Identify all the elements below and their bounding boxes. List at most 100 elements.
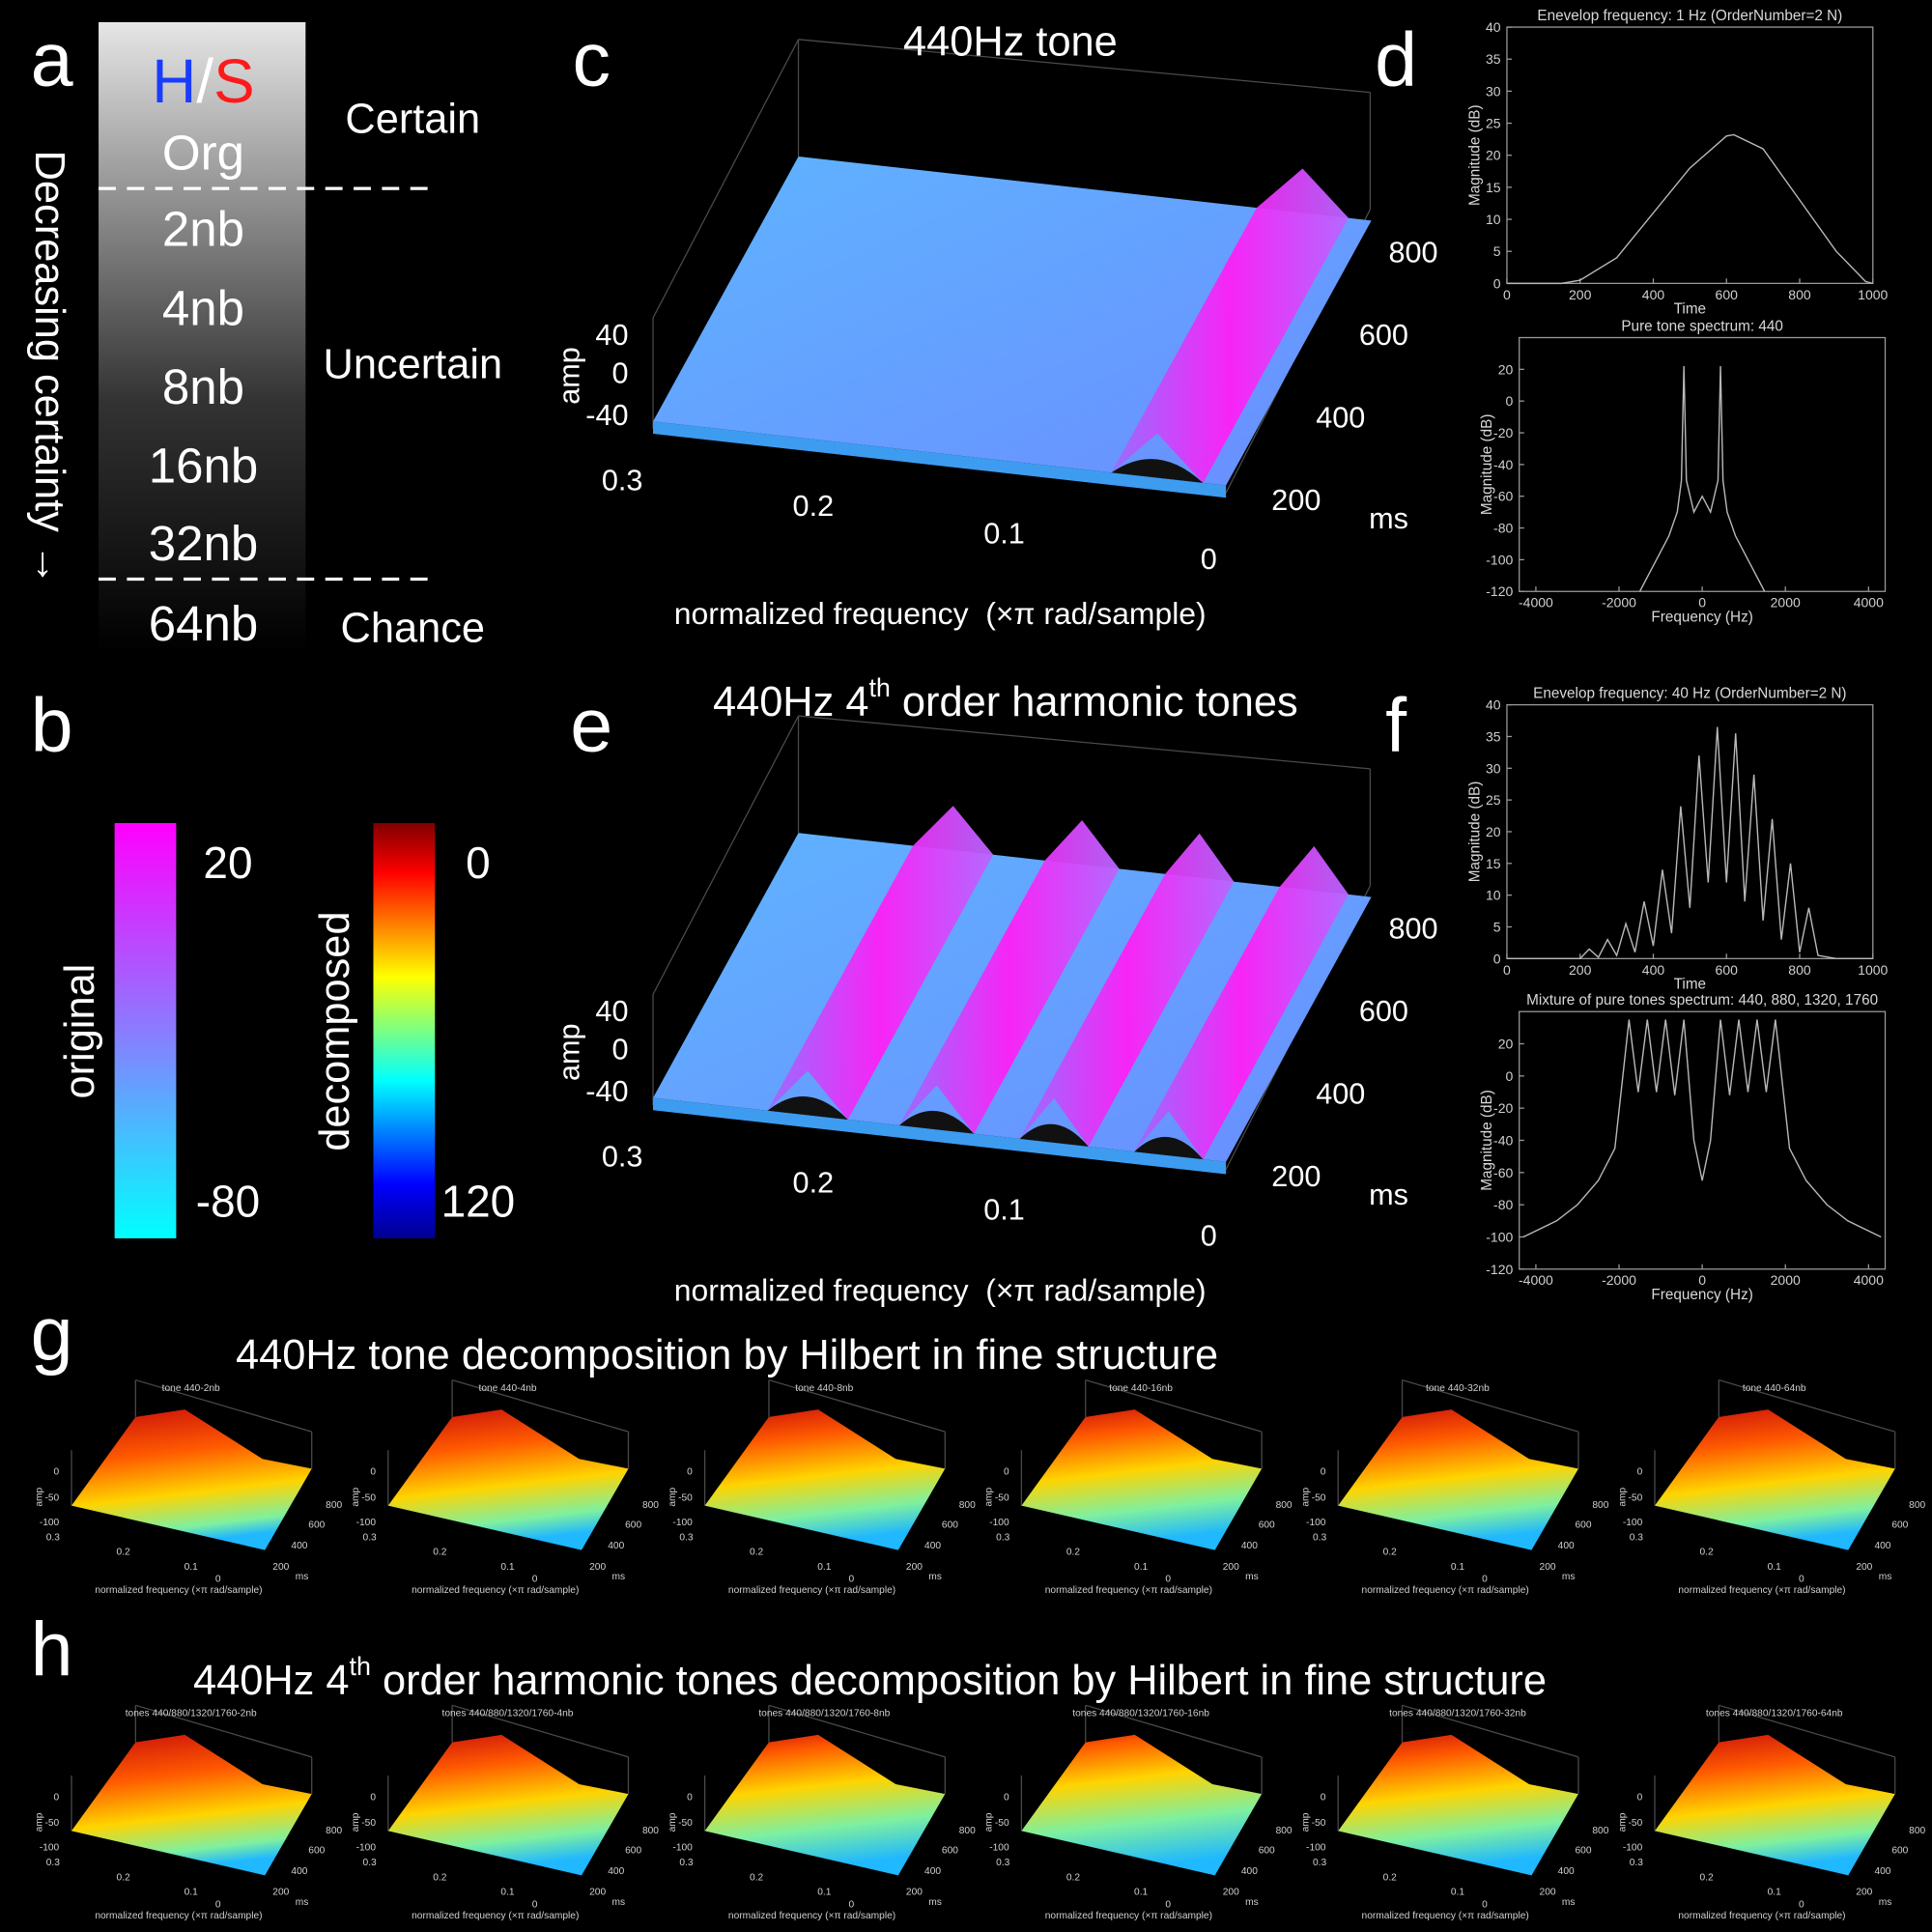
axis-box [652,715,800,995]
level-label: Org [162,126,244,181]
plot-frame [1506,26,1874,285]
y-tick-label: 35 [1486,728,1501,744]
line [1506,133,1873,285]
level-label: 4nb [162,280,244,335]
y-tick-label: 40 [1486,19,1501,35]
x-tick-label: 200 [1569,962,1592,978]
thumb-title: tone 440-2nb [162,1383,220,1394]
colorbar-label: decomposed [312,911,358,1151]
x-tick-label: 800 [1788,287,1811,302]
line [1506,726,1873,960]
line [1638,366,1766,592]
thumb-title: tones 440/880/1320/1760-64nb [1706,1709,1843,1719]
x-tick-label: 0.3 [996,1858,1009,1868]
title-part: 440Hz 4 [193,1658,349,1704]
y-tick-label: -40 [1493,457,1513,472]
x-tick-label: 0.1 [185,1562,198,1573]
y-tick-label: 800 [1276,1826,1293,1836]
axis-box [135,1378,312,1433]
z-axis-label: amp [351,1488,361,1507]
z-axis-label: amp [34,1812,44,1832]
x-tick-label: 600 [1716,962,1739,978]
x-axis-label: Time [1674,301,1706,318]
x-tick-label: 0.1 [983,1194,1025,1227]
surface [1655,1409,1895,1550]
axis-box [135,1704,312,1758]
z-tick-label: -50 [678,1493,693,1504]
x-axis-label: Frequency (Hz) [1651,1287,1752,1303]
y-tick-label: 800 [959,1826,976,1836]
surface [704,1734,946,1876]
x-tick-label: 0 [532,1575,538,1585]
title-part: th [350,1652,371,1681]
z-axis-label: amp [668,1812,678,1832]
y-tick-label: 800 [642,1826,659,1836]
ridge-front [1019,1123,1089,1147]
y-tick-label: 800 [326,1826,342,1836]
x-tick-label: 0 [1201,1219,1217,1252]
z-tick-label: -50 [361,1493,376,1504]
z-axis-label: amp [1301,1488,1312,1507]
x-tick-label: 0 [1799,1575,1804,1585]
y-tick-label: 25 [1486,116,1501,131]
y-axis-unit: ms [1879,1897,1892,1908]
z-axis-label: amp [984,1812,995,1832]
axis-box [652,39,800,319]
z-tick-label: -40 [585,1075,628,1108]
y-tick-label: -120 [1486,1262,1513,1277]
y-tick-label: 600 [308,1520,325,1531]
surface [1021,1409,1263,1550]
y-tick-label: 200 [906,1888,923,1898]
y-tick-label: 15 [1486,180,1501,195]
colorbar-decomposed [373,823,436,1238]
z-tick-label: 0 [611,1034,628,1066]
colorbar-tick: 0 [466,838,491,888]
zone-label: Uncertain [324,342,503,388]
x-tick-label: 0.3 [1630,1858,1643,1868]
ridge-front [899,1110,975,1134]
y-tick-label: 600 [1359,319,1408,352]
x-tick-label: 0 [1698,595,1706,611]
y-tick-label: 400 [1558,1541,1575,1551]
x-tick-label: 0 [1201,543,1217,576]
y-tick-label: 0 [1506,393,1514,409]
y-tick-label: -80 [1493,1197,1513,1212]
x-tick-label: 4000 [1854,1272,1884,1288]
y-tick-label: 400 [1874,1541,1890,1551]
x-tick-label: 0.2 [1699,1872,1713,1883]
z-axis-label: amp [553,347,585,405]
ridge [1134,846,1349,1160]
plot-frame [1506,703,1874,959]
x-axis-label: normalized frequency (×π rad/sample) [728,1911,895,1921]
x-axis-label: normalized frequency (×π rad/sample) [728,1585,895,1596]
zone-label: Certain [345,97,480,143]
x-tick-label: 0 [1698,1272,1706,1288]
y-tick-label: 400 [608,1541,624,1551]
y-tick-label: 20 [1486,824,1501,839]
z-tick-label: 0 [611,356,628,389]
y-tick-label: 200 [1540,1562,1556,1573]
x-tick-label: 0.3 [363,1532,377,1543]
z-tick-label: 0 [1321,1467,1326,1478]
y-axis-unit: ms [1369,502,1408,535]
title-part: order harmonic tones decomposition by Hi… [371,1658,1547,1704]
y-tick-label: -20 [1493,1100,1513,1116]
x-tick-label: 0.2 [433,1872,446,1883]
axis-box [451,1704,629,1758]
panel-title: 440Hz tone [903,18,1118,65]
y-tick-label: 600 [1259,1845,1275,1856]
y-tick-label: 400 [1316,401,1365,434]
y-tick-label: -40 [1493,1132,1513,1148]
y-tick-label: 400 [291,1866,307,1877]
y-axis-label: Magnitude (dB) [1479,1090,1495,1191]
y-axis-unit: ms [1245,1572,1259,1582]
panel-letter: c [572,16,611,102]
y-tick-label: 200 [1271,1160,1321,1193]
x-axis-label: normalized frequency (×π rad/sample) [95,1911,262,1921]
y-tick-label: 35 [1486,51,1501,67]
x-tick-label: 0.2 [116,1548,129,1558]
z-tick-label: 0 [54,1467,60,1478]
x-tick-label: 0 [215,1575,221,1585]
x-axis-label: normalized frequency (×π rad/sample) [674,596,1207,631]
x-tick-label: 0.2 [1066,1872,1080,1883]
